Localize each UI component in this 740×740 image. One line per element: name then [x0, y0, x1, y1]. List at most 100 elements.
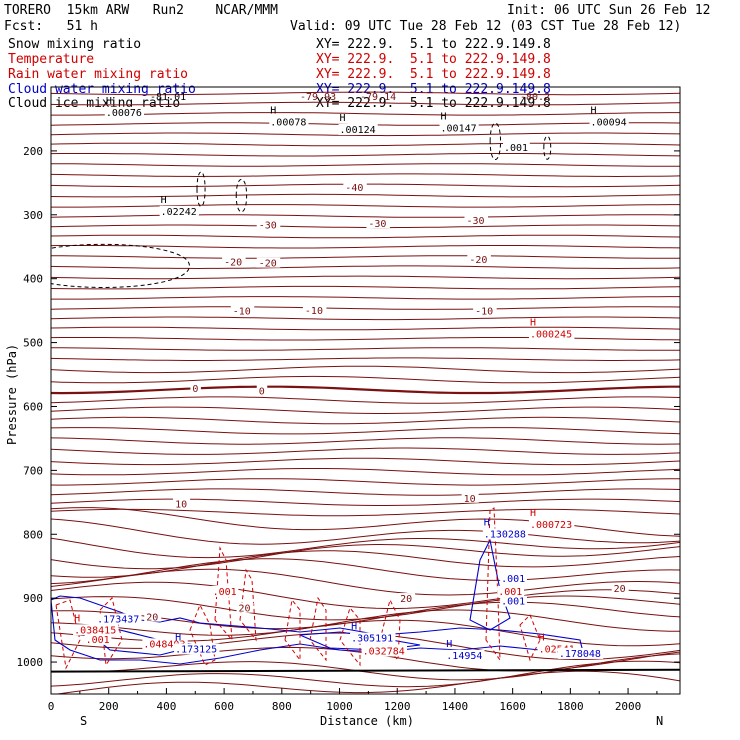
- isotherm-line: [51, 265, 680, 270]
- isotherm-label: -30: [368, 219, 386, 230]
- cloud-water-label: .173437: [97, 614, 139, 625]
- cloud-water-contour: [299, 631, 421, 651]
- isotherm-line: [51, 326, 680, 331]
- snow-marker: H: [340, 113, 346, 124]
- isotherm-label-bg: [461, 492, 479, 503]
- isotherm-label-bg: [190, 382, 201, 393]
- cloud-ice-contour: [196, 171, 206, 207]
- isotherm-label-bg: [398, 593, 416, 604]
- snow-marker: H: [270, 105, 276, 116]
- field-snow-xy: XY= 222.9. 5.1 to 222.9.149.8: [316, 37, 551, 52]
- rain-label: .048403: [143, 639, 185, 650]
- y-tick-label: 200: [23, 145, 43, 158]
- isotherm-label: -20: [224, 257, 242, 268]
- cloud-water-label-bg: [96, 613, 142, 625]
- isotherm-label-bg: [144, 611, 162, 622]
- rain-marker: H: [530, 508, 536, 519]
- cloud-ice-contour: [543, 135, 552, 160]
- rain-label-bg: [528, 518, 575, 530]
- x-tick-label: 1000: [326, 700, 353, 713]
- isotherm-line: [51, 306, 680, 310]
- rain-contour: [99, 597, 123, 667]
- isotherm-line: [51, 609, 680, 636]
- cloud-ice-marker: H: [161, 195, 167, 206]
- cloud-water-label: .001: [501, 574, 525, 585]
- isotherm-line: [51, 508, 680, 517]
- rain-contour: [214, 546, 233, 642]
- isotherm-line: [51, 537, 680, 559]
- isotherm-label: -30: [466, 216, 484, 227]
- x-tick-label: 1600: [499, 700, 526, 713]
- rain-label-bg: [537, 643, 577, 655]
- isotherm-label-bg: [464, 214, 488, 225]
- isotherm-line: [51, 660, 680, 688]
- isotherm-line: [51, 457, 680, 466]
- isotherm-line: [51, 193, 680, 198]
- isotherm-line: [51, 337, 680, 341]
- isotherm-line: [51, 543, 680, 570]
- cloud-water-label: .173125: [175, 644, 217, 655]
- rain-label: .038415: [74, 625, 116, 636]
- x-tick-label: 800: [272, 700, 292, 713]
- isotherm-line: [51, 275, 680, 280]
- isotherm-line: [51, 285, 680, 290]
- isotherm-line: [51, 132, 680, 137]
- isotherm-label: -40: [345, 183, 363, 194]
- isotherm-line: [51, 255, 680, 259]
- cloud-water-label: .001: [501, 597, 525, 608]
- snow-label-bg: [338, 124, 378, 136]
- y-tick-label: 400: [23, 273, 43, 286]
- isotherm-label: 10: [175, 500, 187, 511]
- isotherm-line: [51, 224, 680, 229]
- snow-marker: H: [106, 96, 112, 107]
- cloud-water-label-bg: [350, 632, 396, 644]
- isotherm-label-bg: [256, 257, 281, 268]
- rain-label: .001: [498, 587, 522, 598]
- top-temp-label: -81.01: [150, 92, 186, 103]
- isotherm-label-bg: [236, 602, 254, 613]
- snow-marker: H: [591, 105, 597, 116]
- rain-marker: H: [74, 613, 80, 624]
- isotherm-line: [51, 568, 680, 596]
- cloud-ice-label-bg: [502, 141, 530, 153]
- isotherm-line: [51, 427, 680, 435]
- isotherm-label-bg: [256, 385, 268, 396]
- isotherm-line: [51, 507, 680, 537]
- isotherm-line: [51, 468, 680, 476]
- snow-label: .00094: [591, 117, 627, 128]
- cloud-water-marker: H: [446, 639, 452, 650]
- isotherm-label: 20: [239, 604, 251, 615]
- isotherm-label: 10: [464, 494, 476, 505]
- y-tick-label: 600: [23, 400, 43, 413]
- rain-label: .032784: [363, 646, 405, 657]
- rain-label: .000245: [530, 329, 572, 340]
- cloud-water-marker: H: [484, 517, 490, 528]
- field-temperature-name: Temperature: [8, 52, 95, 67]
- cloud-ice-contour: [235, 178, 248, 213]
- forecast-hour: Fcst: 51 h: [4, 19, 98, 34]
- y-tick-label: 900: [23, 592, 43, 605]
- x-tick-label: 1400: [442, 700, 469, 713]
- valid-time: Valid: 09 UTC Tue 28 Feb 12 (03 CST Tue …: [290, 19, 682, 34]
- isotherm-label-bg: [222, 256, 246, 267]
- isotherm-label: -20: [259, 259, 277, 270]
- rain-contour: [339, 606, 361, 667]
- y-tick-label: 1000: [17, 656, 44, 669]
- y-axis-label: Pressure (hPa): [5, 344, 19, 445]
- isotherm-line: [51, 204, 680, 208]
- x-tick-label: 2000: [615, 700, 642, 713]
- isotherm-line: [51, 91, 680, 96]
- cloud-water-label-bg: [445, 649, 485, 661]
- field-temperature-xy: XY= 222.9. 5.1 to 222.9.149.8: [316, 52, 551, 67]
- cloud-water-marker: H: [351, 622, 357, 633]
- snow-label: .00124: [340, 125, 376, 136]
- rain-contour: [309, 596, 327, 662]
- rain-label-bg: [497, 585, 525, 597]
- isotherm-label: -20: [469, 255, 487, 266]
- isotherm-line: [51, 437, 680, 445]
- y-tick-label: 300: [23, 209, 43, 222]
- rain-label-bg: [528, 328, 575, 340]
- isotherm-line: [51, 653, 680, 681]
- snow-label: .00147: [441, 124, 477, 135]
- cloud-water-label-bg: [482, 528, 529, 540]
